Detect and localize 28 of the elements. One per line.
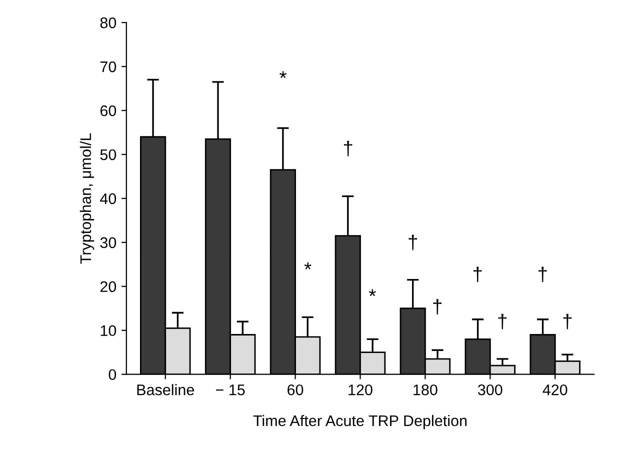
y-tick-label: 50 — [100, 149, 116, 160]
y-tick-label: 10 — [100, 325, 116, 336]
annotation: † — [344, 140, 352, 156]
x-tick-label: 420 — [542, 384, 568, 396]
x-tick-label: 180 — [414, 384, 438, 396]
annotation: * — [280, 71, 287, 78]
annotation: † — [433, 299, 442, 315]
x-tick-label: Baseline — [137, 384, 194, 396]
y-tick-label: 30 — [100, 237, 116, 248]
annotation: † — [563, 314, 572, 330]
x-tick-label: 60 — [288, 384, 304, 396]
annotation: † — [538, 266, 547, 282]
y-tick-label: 70 — [100, 61, 116, 72]
y-tick-label: 40 — [100, 193, 116, 204]
annotation: * — [368, 289, 376, 296]
y-tick-label: 0 — [108, 369, 116, 380]
annotation: † — [498, 314, 507, 330]
annotation: * — [304, 262, 312, 270]
y-axis-title: Tryptophan, μmol/L — [80, 133, 94, 264]
y-tick-label: 80 — [100, 17, 116, 28]
x-tick-label: 300 — [478, 384, 502, 396]
x-tick-label: − 15 — [216, 384, 245, 396]
y-tick-label: 60 — [100, 105, 116, 116]
annotation: † — [474, 266, 482, 282]
x-axis-title: Time After Acute TRP Depletion — [253, 414, 467, 430]
y-tick-label: 20 — [100, 281, 116, 292]
x-tick-label: 120 — [348, 384, 372, 396]
annotation: † — [408, 234, 417, 250]
